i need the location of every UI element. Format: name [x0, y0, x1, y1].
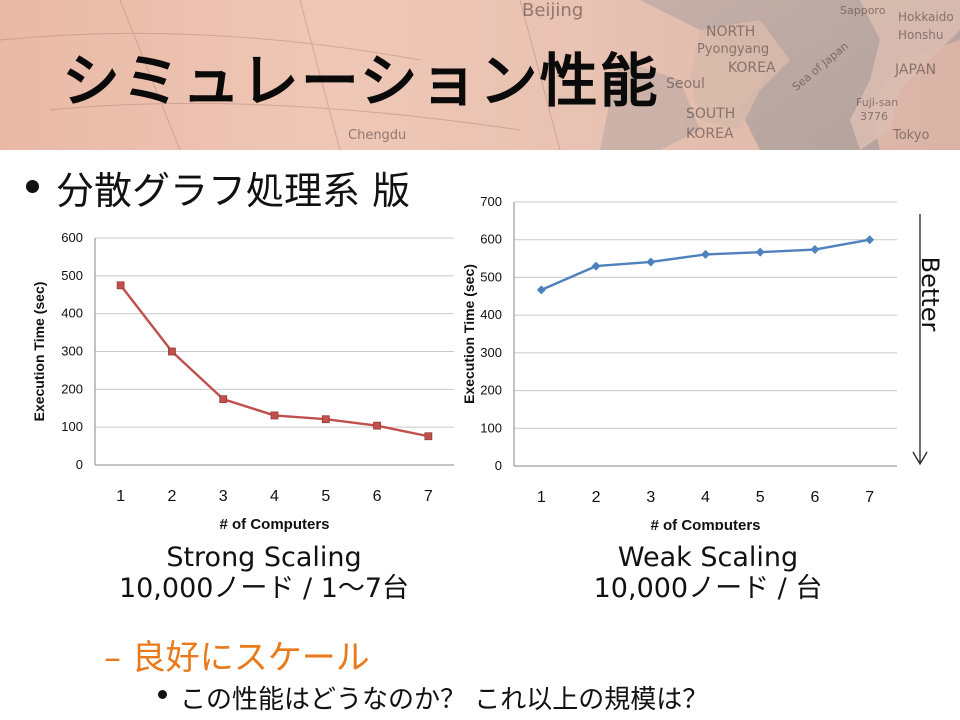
strong-y-tick-label: 500 [61, 268, 83, 283]
better-label: Better [916, 256, 944, 332]
map-label-japan: JAPAN [895, 62, 937, 78]
strong-data-point [219, 395, 228, 404]
strong-data-point [373, 421, 381, 430]
weak-data-point [646, 257, 656, 267]
weak-x-tick-label: 2 [592, 489, 601, 506]
weak-x-tick-label: 6 [810, 489, 819, 506]
weak-data-point [701, 249, 710, 259]
strong-x-tick-label: 5 [321, 488, 330, 505]
strong-y-tick-label: 300 [61, 344, 83, 359]
bullet-dot [26, 180, 39, 193]
map-label-korea-south: KOREA [686, 126, 734, 142]
weak-y-tick-label: 700 [480, 194, 502, 209]
weak-caption-title: Weak Scaling [617, 542, 799, 573]
map-label-tokyo: Tokyo [893, 128, 930, 143]
weak-x-tick-label: 5 [756, 489, 765, 506]
strong-x-tick-label: 2 [167, 488, 176, 505]
map-label-beijing: Beijing [522, 0, 584, 21]
strong-y-tick-label: 400 [61, 306, 83, 321]
map-background [0, 0, 960, 150]
map-label-fuji: Fuji-san [856, 96, 899, 109]
map-label-pyongyang: Pyongyang [697, 42, 770, 57]
map-label-hokkaido: Hokkaido [898, 10, 954, 24]
weak-data-point [755, 247, 765, 257]
map-label-north: NORTH [706, 24, 756, 40]
map-label-sapporo: Sapporo [840, 4, 886, 17]
strong-y-tick-label: 200 [61, 381, 83, 396]
strong-y-tick-label: 100 [61, 419, 83, 434]
strong-x-tick-label: 6 [373, 488, 382, 505]
map-label-fuji-height: 3776 [860, 110, 888, 123]
strong-x-tick-label: 1 [116, 488, 125, 505]
strong-x-tick-label: 7 [424, 488, 433, 505]
strong-x-tick-label: 4 [270, 488, 279, 505]
weak-y-tick-label: 500 [480, 269, 502, 284]
weak-x-tick-label: 7 [865, 489, 874, 506]
weak-y-tick-label: 600 [480, 232, 502, 247]
map-label-korea: KOREA [728, 60, 776, 76]
weak-caption: Weak Scaling 10,000ノード / 台 [548, 542, 868, 604]
map-label-honshu: Honshu [898, 28, 944, 42]
weak-y-tick-label: 0 [495, 458, 502, 473]
map-label-seoul: Seoul [666, 76, 705, 92]
weak-x-tick-label: 3 [646, 489, 655, 506]
strong-scaling-chart: 0 100 200 300 400 500 600 1 2 3 4 5 6 7 # of Computers… [31, 230, 454, 533]
weak-data-point [536, 285, 546, 295]
weak-y-tick-label: 100 [480, 420, 502, 435]
strong-x-axis-title: # of Computers [219, 516, 329, 533]
strong-x-tick-label: 3 [219, 488, 228, 505]
strong-y-tick-label: 600 [61, 230, 83, 245]
map-label-south: SOUTH [686, 106, 736, 122]
strong-data-point [424, 432, 433, 441]
strong-y-axis-title: Execution Time (sec) [31, 282, 47, 422]
weak-x-tick-label: 4 [701, 489, 710, 506]
weak-y-axis-title: Execution Time (sec) [461, 264, 477, 404]
weak-scaling-chart: 0 100 200 300 400 500 600 700 1 2 3 4 5 6 7 # of Comput… [461, 194, 897, 530]
sub-sub-bullet-dot [158, 690, 167, 699]
sub-bullet-text: – 良好にスケール [104, 638, 370, 678]
strong-caption-title: Strong Scaling [166, 542, 362, 573]
strong-caption: Strong Scaling 10,000ノード / 1〜7台 [104, 542, 424, 604]
strong-data-point [321, 415, 330, 424]
sub-sub-bullet-text: この性能はどうなのか？ これ以上の規模は？ [180, 685, 709, 715]
weak-data-point [591, 261, 601, 271]
weak-series-line [540, 238, 870, 291]
weak-x-axis-title: # of Computers [650, 517, 760, 530]
strong-data-point [270, 411, 279, 420]
main-bullet-text: 分散グラフ処理系 版 [56, 169, 411, 213]
strong-y-tick-label: 0 [76, 457, 83, 472]
strong-caption-sub: 10,000ノード / 1〜7台 [118, 573, 410, 604]
weak-caption-sub: 10,000ノード / 台 [593, 573, 823, 604]
weak-y-tick-label: 200 [480, 383, 502, 398]
better-arrow [912, 214, 928, 466]
weak-data-point [810, 245, 820, 255]
weak-y-tick-label: 400 [480, 307, 502, 322]
slide-title: シミュレーション性能 [62, 47, 660, 115]
strong-data-point [168, 347, 176, 356]
strong-data-point [116, 281, 125, 290]
weak-x-tick-label: 1 [537, 489, 546, 506]
map-label-chengdu: Chengdu [348, 128, 407, 143]
map-banner: Beijing NORTH Pyongyang KOREA Seoul SOUT… [0, 0, 960, 150]
weak-y-tick-label: 300 [480, 345, 502, 360]
weak-data-point [865, 235, 875, 245]
